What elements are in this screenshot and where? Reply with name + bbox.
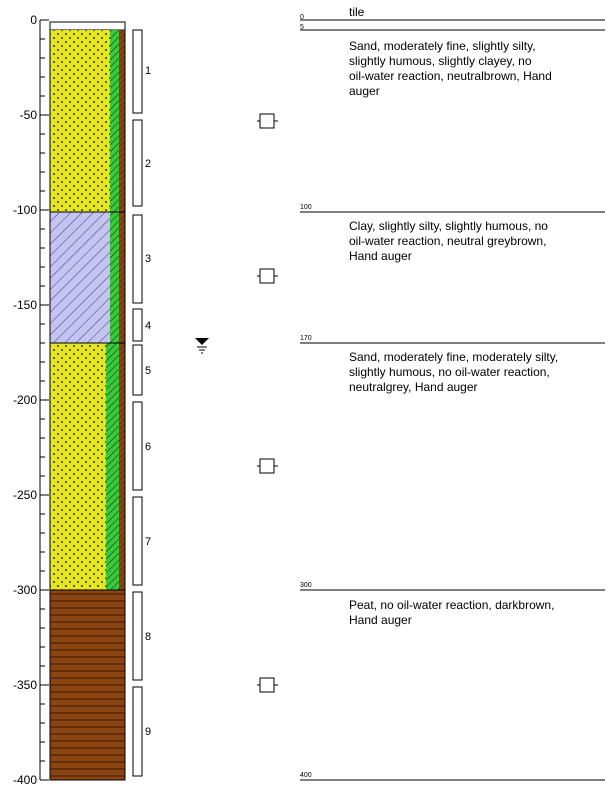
layer-title: tile: [349, 5, 365, 19]
depth-tick-label: -50: [20, 108, 38, 122]
sample-box: [132, 29, 143, 114]
depth-tick-label: -200: [13, 393, 37, 407]
clay-layer: [50, 212, 110, 343]
peat-layer: [50, 590, 125, 780]
layer-depth-label: 0: [300, 14, 304, 21]
humous-strip-clay: [110, 212, 119, 343]
sample-label: 6: [145, 441, 151, 453]
sample-marker-icon: [257, 458, 278, 474]
sand-layer-lower: [50, 343, 106, 590]
sample-box: [132, 308, 143, 342]
description-column: 0 tile 5 Sand, moderately fine, slightly…: [300, 5, 605, 781]
depth-minor-ticks: [40, 19, 49, 781]
sample-box: [132, 119, 143, 207]
depth-tick-label: -350: [13, 678, 37, 692]
brown-strip-lower: [119, 343, 125, 590]
groundwater-level-icon: [195, 338, 209, 354]
depth-axis: 0 -50 -100 -150 -200 -250 -300 -350 -400: [13, 13, 49, 787]
sample-box: [132, 686, 143, 777]
humous-strip-lower: [106, 343, 119, 590]
layer-description: Clay, slightly silty, slightly humous, n…: [349, 219, 551, 263]
brown-strip-clay: [119, 212, 125, 343]
sample-box: [132, 591, 143, 681]
sample-label: 9: [145, 726, 151, 738]
depth-tick-label: -300: [13, 583, 37, 597]
sample-marker-icon: [257, 268, 278, 284]
depth-major-ticks: 0 -50 -100 -150 -200 -250 -300 -350 -400: [13, 13, 37, 787]
sand-layer-upper: [50, 30, 110, 212]
layer-description: Peat, no oil-water reaction, darkbrown, …: [349, 598, 558, 627]
depth-tick-label: -150: [13, 298, 37, 312]
sample-markers: [257, 113, 278, 693]
humous-strip-upper: [110, 30, 119, 212]
sample-column: 1 2 3 4 5 6 7 8 9: [132, 29, 151, 777]
sample-marker-icon: [257, 677, 278, 693]
layer-depth-label: 5: [300, 24, 304, 31]
sample-box: [132, 214, 143, 304]
layer-description: Sand, moderately fine, slightly silty, s…: [349, 39, 555, 98]
layer-depth-label: 170: [300, 335, 312, 342]
depth-tick-label: -400: [13, 773, 37, 787]
sample-box: [132, 344, 143, 396]
tile-layer: [49, 21, 126, 31]
layer-description: Sand, moderately fine, moderately silty,…: [349, 350, 562, 394]
layer-depth-label: 100: [300, 204, 312, 211]
layer-depth-label: 300: [300, 582, 312, 589]
sample-label: 3: [145, 253, 151, 265]
sample-label: 2: [145, 158, 151, 170]
sample-label: 7: [145, 536, 151, 548]
depth-tick-label: -100: [13, 203, 37, 217]
sample-label: 8: [145, 631, 151, 643]
depth-tick-label: -250: [13, 488, 37, 502]
sample-box: [132, 496, 143, 586]
soil-column: [49, 21, 126, 781]
sample-box: [132, 401, 143, 491]
sample-label: 5: [145, 365, 151, 377]
layer-depth-label: 400: [300, 772, 312, 779]
sample-label: 4: [145, 320, 151, 332]
sample-label: 1: [145, 65, 151, 77]
brown-strip-upper: [119, 30, 125, 212]
sample-marker-icon: [257, 113, 278, 129]
depth-tick-label: 0: [30, 13, 37, 27]
